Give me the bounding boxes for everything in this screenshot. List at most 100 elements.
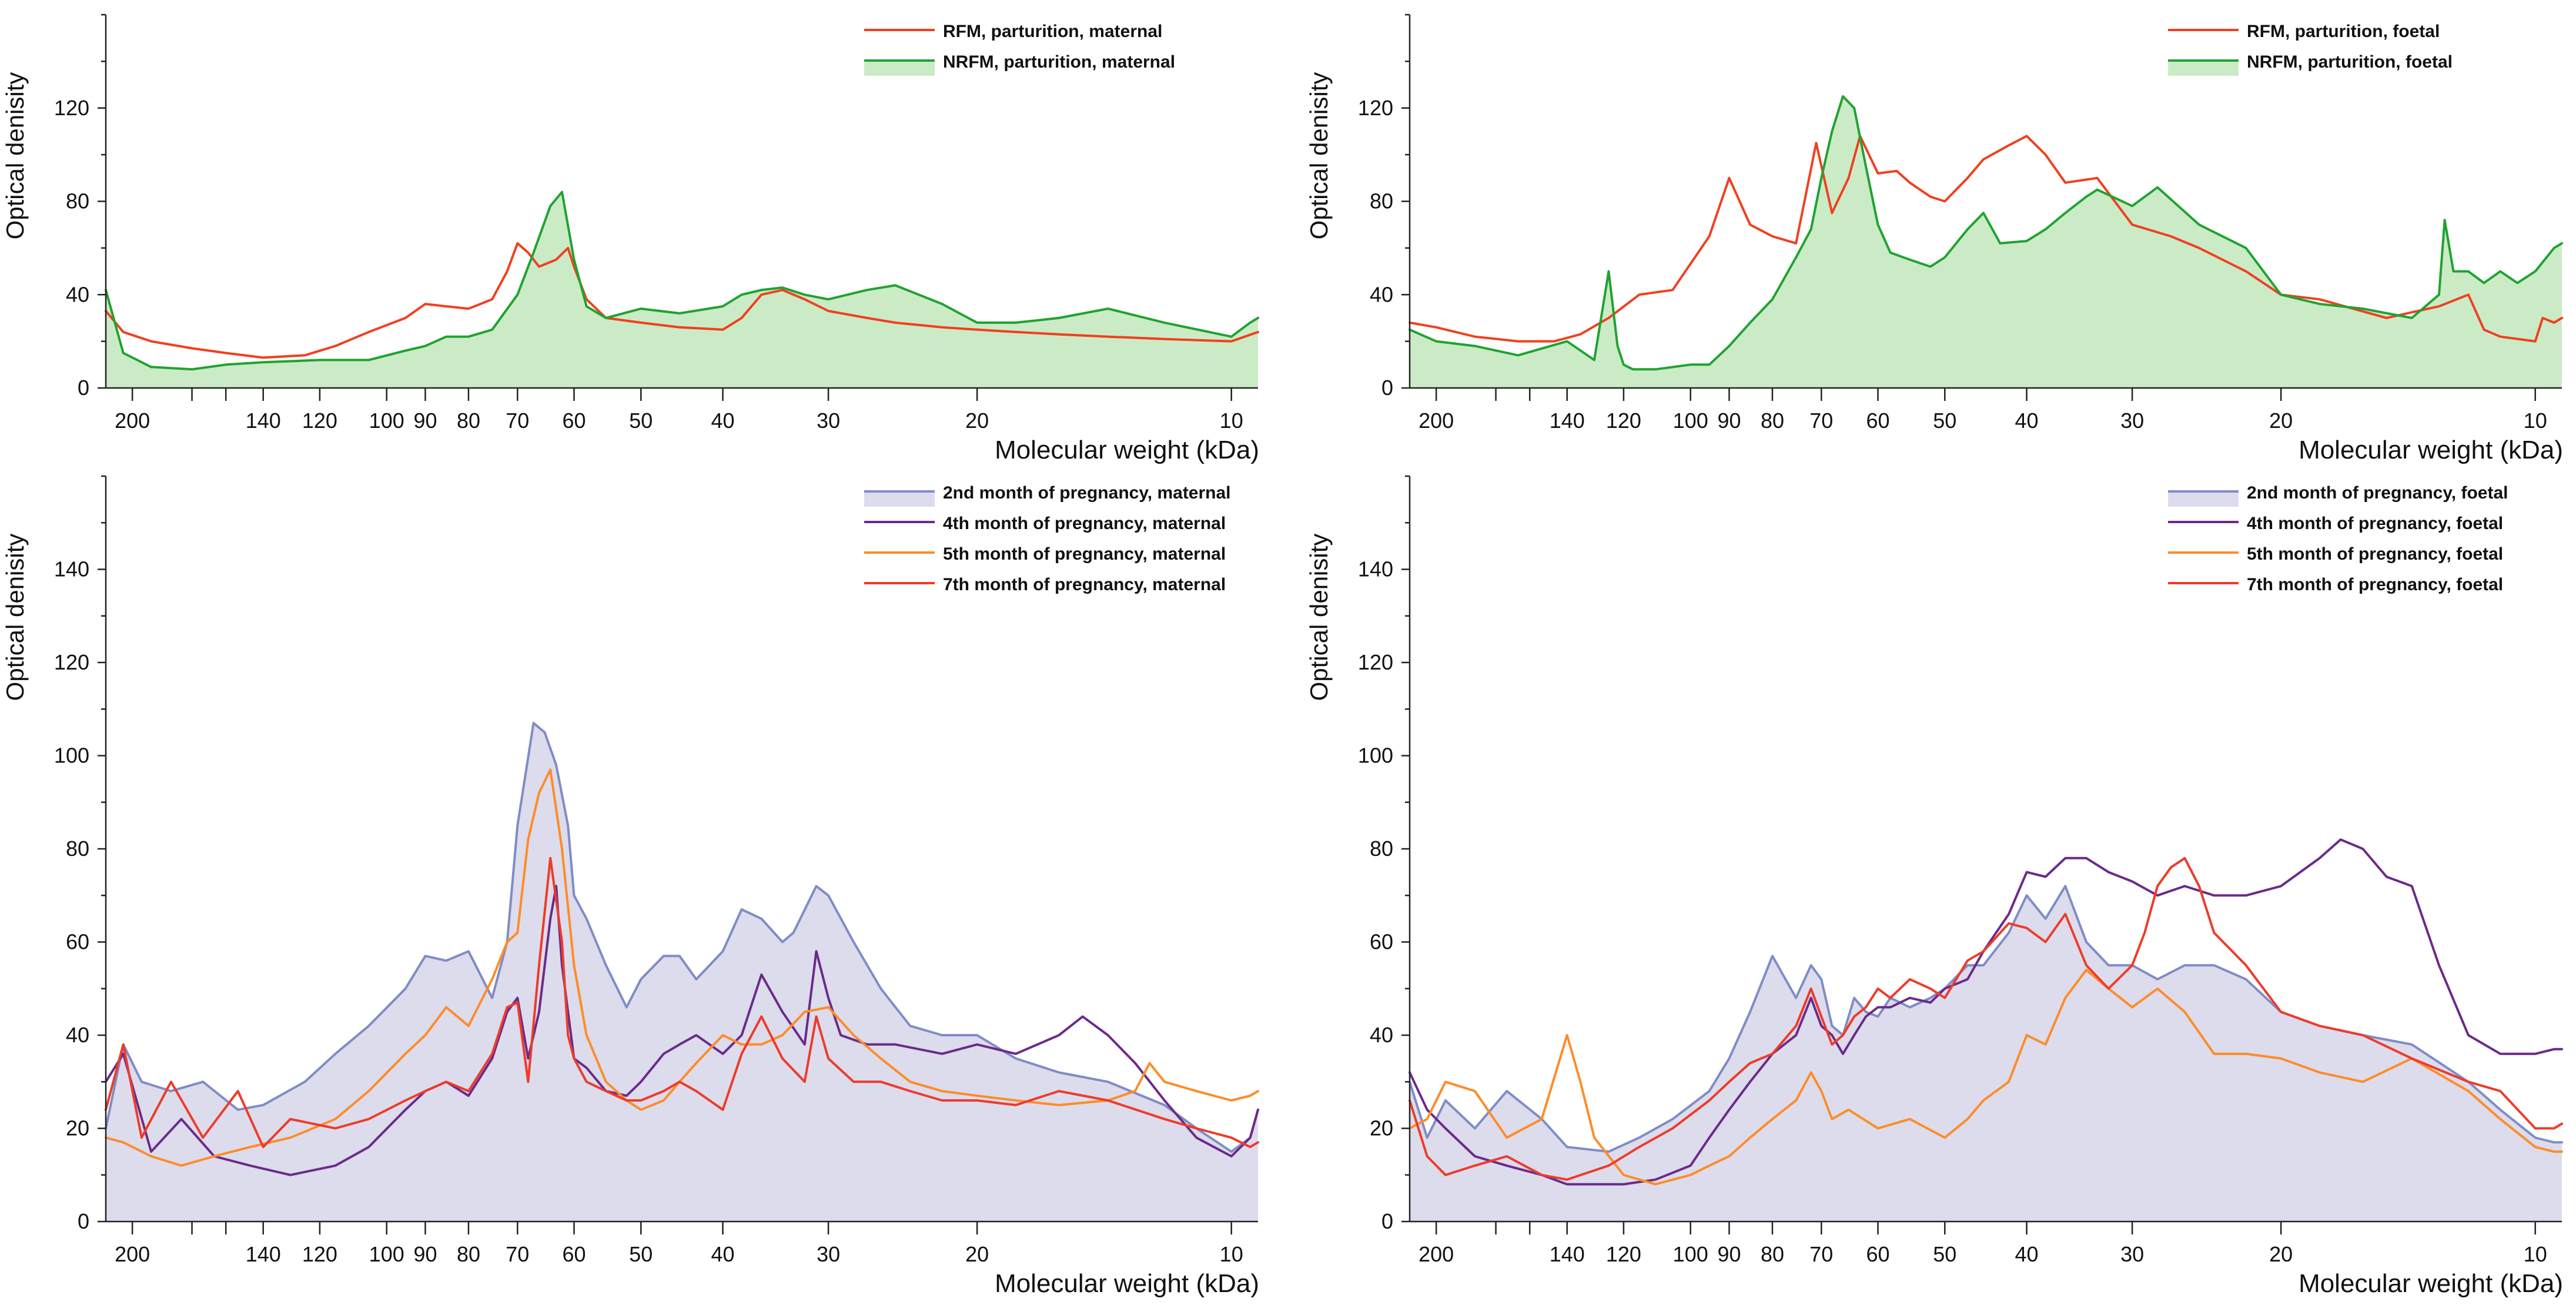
- x-tick-label: 10: [1220, 1242, 1243, 1266]
- legend-swatch-fill: [2168, 61, 2239, 76]
- x-axis-title: Molecular weight (kDa): [2299, 1269, 2563, 1298]
- x-tick-label: 20: [965, 1242, 989, 1266]
- x-tick-label: 200: [115, 1242, 150, 1266]
- y-tick-label: 80: [1370, 836, 1393, 861]
- legend-swatch-fill: [864, 491, 935, 507]
- x-tick-label: 70: [506, 409, 529, 433]
- y-axis-title: Optical denisity: [1, 534, 29, 701]
- y-tick-label: 40: [66, 1023, 89, 1047]
- x-axis-title: Molecular weight (kDa): [995, 1269, 1259, 1298]
- x-tick-label: 30: [817, 409, 840, 433]
- series-area-3-0: [1410, 886, 2562, 1222]
- y-tick-label: 40: [66, 282, 89, 306]
- x-tick-label: 140: [1550, 1242, 1585, 1266]
- x-tick-label: 120: [1606, 409, 1641, 433]
- x-tick-label: 70: [1809, 409, 1833, 433]
- legend-label: NRFM, parturition, maternal: [943, 52, 1175, 72]
- y-tick-label: 20: [1370, 1116, 1393, 1140]
- y-axis-title: Optical denisity: [1305, 534, 1333, 701]
- series-line-0-1: [105, 190, 1259, 371]
- y-tick-label: 80: [66, 836, 89, 861]
- x-tick-label: 10: [1220, 409, 1243, 433]
- y-tick-label: 0: [1381, 376, 1393, 400]
- x-tick-label: 10: [2524, 1242, 2547, 1266]
- panel-top-left: 0 40 80 120 200 140 120 100 90 80 70 60 50 40 30 20 10 Mo…: [1, 14, 1259, 464]
- legend-label: 4th month of pregnancy, maternal: [943, 514, 1226, 533]
- x-tick-label: 100: [369, 1242, 404, 1266]
- y-tick-label: 20: [66, 1116, 89, 1140]
- series-line-2-1: [105, 885, 1259, 1176]
- x-tick-label: 20: [2269, 1242, 2293, 1266]
- x-tick-label: 60: [1866, 409, 1889, 433]
- series-area-0-1: [106, 192, 1258, 388]
- y-tick-label: 80: [66, 189, 89, 213]
- legend-label: 5th month of pregnancy, foetal: [2247, 544, 2503, 564]
- y-tick-label: 120: [54, 96, 89, 120]
- series-line-3-1: [1409, 838, 2563, 1186]
- x-tick-label: 60: [562, 1242, 586, 1266]
- x-tick-label: 80: [1761, 1242, 1784, 1266]
- x-tick-label: 120: [302, 1242, 337, 1266]
- x-tick-label: 100: [1673, 1242, 1708, 1266]
- x-tick-label: 30: [2120, 1242, 2144, 1266]
- x-tick-label: 140: [246, 1242, 281, 1266]
- x-tick-label: 40: [711, 409, 735, 433]
- series-line-3-3: [1409, 856, 2563, 1181]
- y-tick-label: 120: [1358, 96, 1393, 120]
- x-tick-label: 90: [413, 1242, 437, 1266]
- x-tick-label: 50: [1933, 1242, 1956, 1266]
- y-tick-label: 80: [1370, 189, 1393, 213]
- x-tick-label: 60: [1866, 1242, 1889, 1266]
- series-line-2-2: [105, 768, 1259, 1167]
- y-tick-label: 100: [1358, 744, 1393, 768]
- x-axis-title: Molecular weight (kDa): [995, 436, 1259, 464]
- x-tick-label: 50: [629, 409, 653, 433]
- y-tick-label: 0: [1381, 1209, 1393, 1233]
- legend-label: 4th month of pregnancy, foetal: [2247, 514, 2503, 533]
- y-tick-label: 0: [78, 376, 89, 400]
- x-tick-label: 20: [2269, 409, 2293, 433]
- series-area-2-0: [106, 723, 1258, 1222]
- x-tick-label: 40: [711, 1242, 735, 1266]
- series-line-0-0: [105, 242, 1259, 359]
- x-tick-label: 70: [1809, 1242, 1833, 1266]
- x-tick-label: 200: [1419, 409, 1454, 433]
- legend-swatch-fill: [2168, 491, 2239, 507]
- y-tick-label: 60: [66, 930, 89, 954]
- series-line-2-0: [105, 722, 1259, 1153]
- y-tick-label: 100: [54, 744, 89, 768]
- series-line-2-3: [105, 856, 1259, 1149]
- legend-label: RFM, parturition, foetal: [2247, 22, 2440, 41]
- x-tick-label: 90: [1717, 1242, 1741, 1266]
- x-tick-label: 100: [369, 409, 404, 433]
- x-tick-label: 80: [457, 1242, 480, 1266]
- x-tick-label: 80: [457, 409, 480, 433]
- x-tick-label: 10: [2524, 409, 2547, 433]
- x-tick-label: 120: [302, 409, 337, 433]
- series-line-1-1: [1409, 95, 2563, 371]
- x-tick-label: 100: [1673, 409, 1708, 433]
- y-tick-label: 140: [54, 557, 89, 581]
- series-area-1-1: [1410, 96, 2562, 388]
- legend-swatch-fill: [864, 61, 935, 76]
- x-tick-label: 40: [2015, 409, 2039, 433]
- y-tick-label: 120: [1358, 650, 1393, 674]
- y-tick-label: 140: [1358, 557, 1393, 581]
- y-tick-label: 40: [1370, 282, 1393, 306]
- x-tick-label: 70: [506, 1242, 529, 1266]
- x-tick-label: 200: [115, 409, 150, 433]
- x-tick-label: 200: [1419, 1242, 1454, 1266]
- legend-label: 2nd month of pregnancy, foetal: [2247, 483, 2508, 503]
- x-axis-title: Molecular weight (kDa): [2299, 436, 2563, 464]
- y-axis-title: Optical denisity: [1305, 72, 1333, 240]
- x-tick-label: 30: [2120, 409, 2144, 433]
- legend-label: 7th month of pregnancy, foetal: [2247, 575, 2503, 594]
- y-axis-title: Optical denisity: [1, 72, 29, 240]
- y-tick-label: 0: [78, 1209, 89, 1233]
- y-tick-label: 40: [1370, 1023, 1393, 1047]
- x-tick-label: 140: [246, 409, 281, 433]
- x-tick-label: 30: [817, 1242, 840, 1266]
- x-tick-label: 80: [1761, 409, 1784, 433]
